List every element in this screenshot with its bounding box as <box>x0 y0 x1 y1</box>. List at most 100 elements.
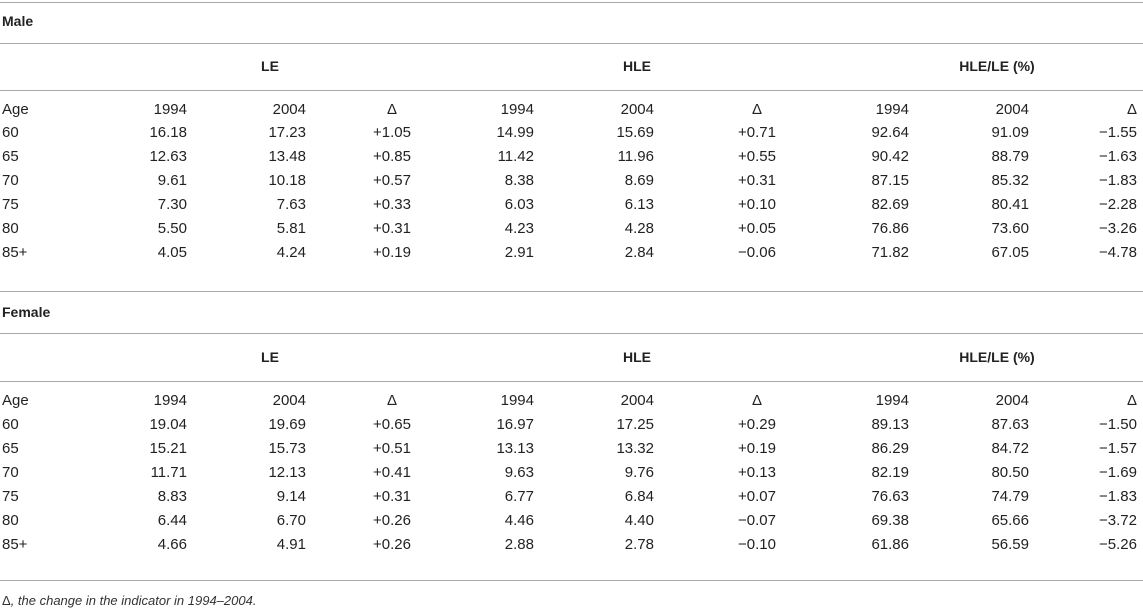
table-cell: 11.71 <box>150 464 187 481</box>
table-cell: 9.14 <box>276 488 306 505</box>
table-cell: 10.18 <box>268 172 306 189</box>
table-cell: 8.83 <box>157 488 187 505</box>
table-cell: −1.83 <box>1099 172 1137 189</box>
table-cell: 9.61 <box>157 172 187 189</box>
table-cell: +0.65 <box>373 416 411 433</box>
table-cell: 4.40 <box>624 512 654 529</box>
table-row: 65 15.21 15.73 +0.51 13.13 13.32 +0.19 86.29 84.… <box>0 440 1143 464</box>
table-cell: 91.09 <box>991 124 1029 141</box>
table-row: 60 19.04 19.69 +0.65 16.97 17.25 +0.29 89.13 87.… <box>0 416 1143 440</box>
bottom-rule <box>0 580 1143 581</box>
group-rule <box>0 90 1143 91</box>
table-cell: +0.85 <box>373 148 411 165</box>
table-cell: 12.63 <box>149 148 187 165</box>
table-cell: 88.79 <box>991 148 1029 165</box>
table-cell: 6.44 <box>157 512 187 529</box>
table-cell: 2004 <box>272 101 306 118</box>
group-header: LE <box>261 58 279 74</box>
table-cell: +0.51 <box>373 440 411 457</box>
table-cell: +0.71 <box>738 124 776 141</box>
table-cell: 17.23 <box>268 124 306 141</box>
table-cell: +0.07 <box>738 488 776 505</box>
table-cell: +0.31 <box>738 172 776 189</box>
table-cell: 6.03 <box>504 196 534 213</box>
table-cell: −3.26 <box>1099 220 1137 237</box>
age-cell: 65 <box>2 440 19 457</box>
table-cell: Δ <box>751 392 763 409</box>
table-row: 75 8.83 9.14 +0.31 6.77 6.84 +0.07 76.63 74.79 −1… <box>0 488 1143 512</box>
table-cell: 7.63 <box>276 196 306 213</box>
table-cell: 2004 <box>995 101 1029 118</box>
table-cell: +0.26 <box>373 512 411 529</box>
table-cell: −2.28 <box>1099 196 1137 213</box>
age-cell: 75 <box>2 196 19 213</box>
table-cell: 5.81 <box>276 220 306 237</box>
footnote-text: , the change in the indicator in 1994–20… <box>10 593 257 608</box>
table-cell: Δ <box>1126 101 1137 118</box>
table-cell: 87.63 <box>991 416 1029 433</box>
table-cell: 90.42 <box>871 148 909 165</box>
table-cell: 2.88 <box>504 536 534 553</box>
table-row: 80 6.44 6.70 +0.26 4.46 4.40 −0.07 69.38 65.66 −3… <box>0 512 1143 536</box>
table-cell: 67.05 <box>991 244 1029 261</box>
table-cell: 82.69 <box>871 196 909 213</box>
table-cell: −0.06 <box>738 244 776 261</box>
table-row: 80 5.50 5.81 +0.31 4.23 4.28 +0.05 76.86 73.60 −3… <box>0 220 1143 244</box>
table-cell: 2004 <box>620 392 654 409</box>
table-cell: 11.96 <box>617 148 654 165</box>
table-cell: 4.91 <box>276 536 306 553</box>
table-cell: 85.32 <box>991 172 1029 189</box>
table-cell: 2.91 <box>504 244 534 261</box>
table-cell: Δ <box>751 101 763 118</box>
group-header: HLE <box>623 58 651 74</box>
group-header: HLE/LE (%) <box>959 349 1035 365</box>
table-cell: 6.13 <box>624 196 654 213</box>
table-cell: 86.29 <box>871 440 909 457</box>
table-cell: 1994 <box>153 101 187 118</box>
section-divider <box>0 291 1143 292</box>
table-cell: 2004 <box>620 101 654 118</box>
table-cell: −1.69 <box>1099 464 1137 481</box>
table-cell: 71.82 <box>871 244 909 261</box>
table-cell: +0.05 <box>738 220 776 237</box>
section-rule <box>0 333 1143 334</box>
age-cell: 70 <box>2 172 19 189</box>
table-cell: 4.05 <box>157 244 187 261</box>
top-rule <box>0 2 1143 3</box>
table-cell: +0.57 <box>373 172 411 189</box>
table-cell: 11.42 <box>497 148 534 165</box>
table-cell: 4.28 <box>624 220 654 237</box>
table-cell: 2.84 <box>624 244 654 261</box>
table-cell: 13.32 <box>616 440 654 457</box>
table-cell: 15.69 <box>616 124 654 141</box>
table-row: 65 12.63 13.48 +0.85 11.42 11.96 +0.55 90.42 88.… <box>0 148 1143 172</box>
table-cell: 69.38 <box>871 512 909 529</box>
table-cell: +1.05 <box>373 124 411 141</box>
table-cell: 6.70 <box>276 512 306 529</box>
table-cell: 8.38 <box>504 172 534 189</box>
table-cell: +0.41 <box>373 464 411 481</box>
table-cell: 76.63 <box>871 488 909 505</box>
table-cell: 73.60 <box>991 220 1029 237</box>
age-cell: 65 <box>2 148 19 165</box>
table-cell: 15.73 <box>268 440 306 457</box>
table-cell: 2004 <box>272 392 306 409</box>
table-cell: 4.24 <box>276 244 306 261</box>
section-rule <box>0 43 1143 44</box>
table-cell: Δ <box>386 392 398 409</box>
table-cell: −1.57 <box>1099 440 1137 457</box>
table-row: 85+ 4.05 4.24 +0.19 2.91 2.84 −0.06 71.82 67.05 −… <box>0 244 1143 268</box>
table-cell: 4.46 <box>504 512 534 529</box>
table-cell: 6.77 <box>504 488 534 505</box>
table-cell: 12.13 <box>268 464 306 481</box>
table-cell: 1994 <box>875 101 909 118</box>
table-cell: −4.78 <box>1099 244 1137 261</box>
table-cell: 76.86 <box>871 220 909 237</box>
table-cell: 16.97 <box>496 416 534 433</box>
table-cell: −3.72 <box>1099 512 1137 529</box>
table-cell: 13.48 <box>268 148 306 165</box>
table-cell: 65.66 <box>991 512 1029 529</box>
table-cell: +0.55 <box>738 148 776 165</box>
table-cell: +0.19 <box>738 440 776 457</box>
